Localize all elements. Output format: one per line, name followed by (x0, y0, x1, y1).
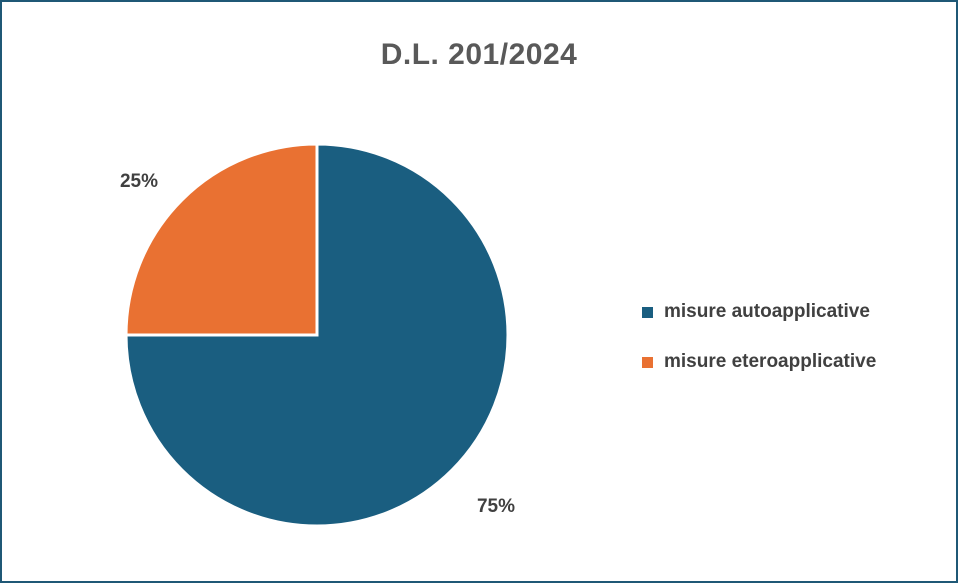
pie-data-labels: 75% 25% (120, 171, 515, 517)
legend-label-eteroapplicative: misure eteroapplicative (664, 351, 877, 372)
legend-item-autoapplicative: misure autoapplicative (642, 298, 876, 326)
pie-slice-1 (124, 142, 510, 528)
pie-data-label-1: 75% (477, 496, 515, 517)
pie-slices (124, 142, 510, 528)
legend-label-autoapplicative: misure autoapplicative (664, 301, 870, 322)
legend-swatch-autoapplicative (642, 306, 653, 318)
legend: misure autoapplicative misure eteroappli… (642, 298, 876, 398)
legend-swatch-eteroapplicative (642, 356, 653, 368)
chart-title: D.L. 201/2024 (380, 38, 578, 71)
legend-item-eteroapplicative: misure eteroapplicative (642, 348, 876, 376)
pie-slice-2 (124, 142, 319, 337)
pie-data-label-2: 25% (120, 171, 158, 192)
